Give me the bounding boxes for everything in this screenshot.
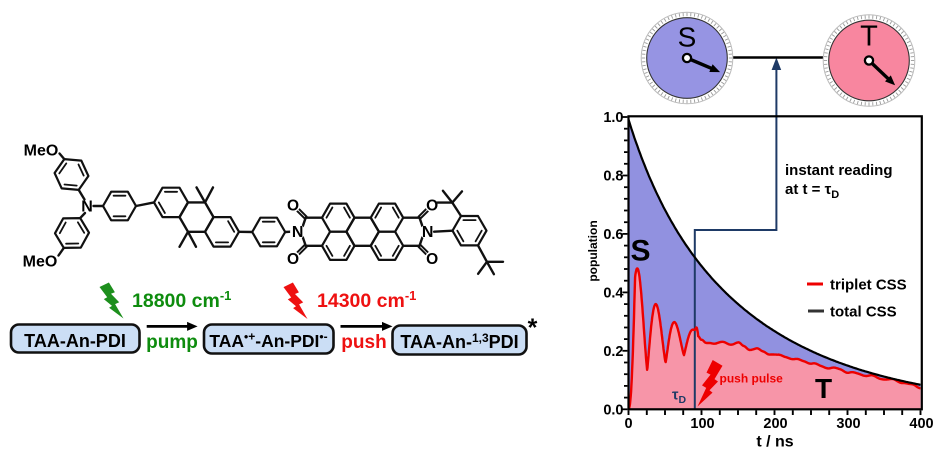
svg-text:push pulse: push pulse (720, 372, 784, 386)
svg-text:total CSS: total CSS (830, 304, 897, 321)
svg-text:N: N (292, 224, 304, 241)
svg-text:14300 cm-1: 14300 cm-1 (317, 288, 416, 312)
svg-text:1.0: 1.0 (603, 110, 623, 126)
svg-text:O: O (287, 251, 299, 268)
svg-text:O: O (426, 251, 438, 268)
svg-text:instant reading: instant reading (785, 162, 893, 179)
svg-text:pump: pump (146, 332, 198, 353)
svg-text:N: N (81, 199, 93, 216)
svg-text:400: 400 (909, 416, 933, 432)
svg-text:18800 cm-1: 18800 cm-1 (132, 288, 231, 312)
svg-text:triplet CSS: triplet CSS (830, 277, 907, 294)
svg-text:S: S (678, 22, 697, 53)
svg-text:t / ns: t / ns (756, 434, 793, 451)
svg-text:100: 100 (690, 416, 714, 432)
svg-text:O: O (287, 197, 299, 214)
svg-text:population: population (586, 220, 600, 281)
svg-text:push: push (341, 332, 386, 353)
svg-text:T: T (860, 21, 878, 53)
svg-text:MeO: MeO (24, 143, 59, 160)
svg-text:TAA•+-An-PDI•-: TAA•+-An-PDI•- (209, 330, 327, 352)
svg-text:at t = τD: at t = τD (785, 181, 839, 201)
svg-text:T: T (815, 373, 832, 404)
svg-text:0: 0 (624, 416, 632, 432)
svg-text:0.0: 0.0 (603, 402, 623, 418)
svg-text:0.6: 0.6 (603, 227, 623, 243)
svg-text:O: O (426, 197, 438, 214)
svg-text:*: * (528, 314, 538, 342)
svg-text:0.8: 0.8 (603, 169, 623, 185)
svg-text:TAA-An-PDI: TAA-An-PDI (24, 331, 126, 351)
svg-text:MeO: MeO (23, 254, 58, 271)
svg-text:0.2: 0.2 (603, 344, 623, 360)
svg-text:0.4: 0.4 (603, 285, 623, 301)
svg-text:N: N (422, 224, 434, 241)
svg-text:200: 200 (763, 416, 787, 432)
svg-text:S: S (630, 235, 650, 268)
svg-text:300: 300 (836, 416, 860, 432)
svg-text:TAA-An-1,3PDI: TAA-An-1,3PDI (400, 331, 518, 352)
